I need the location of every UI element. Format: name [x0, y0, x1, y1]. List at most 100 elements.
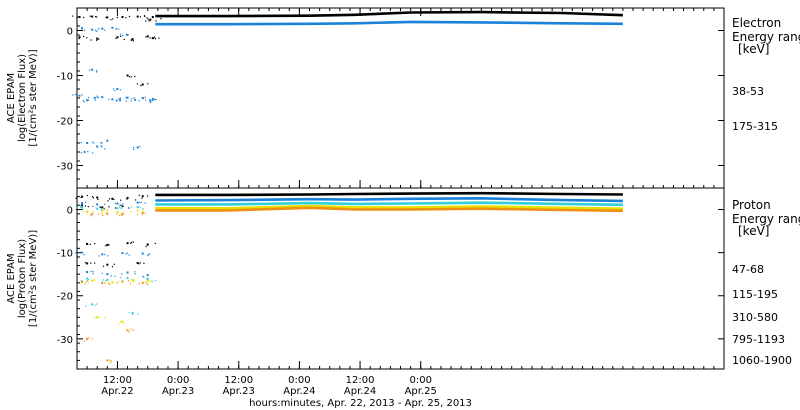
electron-point	[154, 99, 156, 101]
electron-point	[153, 36, 156, 38]
x-tick-date: Apr.24	[344, 386, 376, 397]
proton-point	[146, 244, 149, 246]
electron-point	[132, 40, 135, 42]
electron-point	[128, 76, 131, 78]
electron-point	[146, 17, 148, 19]
electron-point	[71, 15, 74, 17]
proton-point	[131, 279, 134, 282]
electron-point	[91, 15, 94, 18]
proton-point	[96, 303, 98, 305]
proton-point	[102, 214, 104, 217]
proton-point	[143, 276, 145, 278]
electron-point	[98, 28, 100, 30]
x-tick-date: Apr.22	[101, 386, 133, 397]
proton-point	[101, 282, 104, 285]
electron-point	[130, 76, 132, 78]
proton-point	[106, 243, 109, 246]
panel-electron: 0 -10 -20 -30 ACE EPAM log(Electron Flux) [1/(…	[6, 7, 725, 189]
proton-point	[101, 212, 103, 215]
electron-point	[144, 96, 146, 98]
electron-point	[82, 100, 84, 102]
proton-point	[141, 252, 144, 255]
proton-point	[94, 304, 96, 306]
proton-point	[108, 198, 111, 200]
proton-point	[109, 283, 111, 286]
proton-point	[126, 196, 129, 199]
proton-point	[80, 204, 82, 206]
proton-series-310-580	[75, 201, 623, 315]
electron-ylabel-line: ACE EPAM	[6, 73, 17, 123]
proton-point	[142, 210, 144, 212]
proton-point	[81, 251, 84, 254]
electron-point	[158, 37, 160, 39]
proton-point	[99, 206, 102, 208]
proton-point	[122, 211, 124, 213]
proton-point	[146, 282, 148, 284]
electron-point	[100, 145, 102, 147]
electron-point	[134, 98, 137, 101]
proton-point	[116, 211, 119, 214]
electron-point	[149, 99, 151, 101]
proton-point	[147, 253, 149, 255]
proton-point	[101, 281, 103, 283]
electron-point	[146, 35, 149, 38]
proton-point	[119, 206, 121, 208]
electron-point	[132, 148, 135, 151]
electron-point	[96, 70, 98, 72]
x-tick-time: 12:00	[346, 375, 375, 386]
x-tick-time: 0:00	[409, 375, 431, 386]
proton-point	[110, 275, 112, 277]
electron-series-175-315	[72, 20, 623, 154]
proton-point	[131, 313, 134, 315]
electron-point	[110, 19, 112, 21]
proton-point	[136, 205, 139, 208]
electron-point	[160, 18, 162, 20]
proton-point	[75, 206, 78, 209]
proton-point	[86, 194, 88, 197]
proton-series-47-68	[75, 191, 623, 268]
x-tick-time: 12:00	[103, 375, 132, 386]
proton-point	[141, 195, 144, 198]
electron-point	[98, 38, 100, 40]
proton-point	[84, 340, 86, 342]
electron-point	[140, 84, 142, 87]
proton-point	[91, 303, 94, 306]
electron-point	[153, 98, 155, 101]
electron-point	[76, 26, 78, 28]
proton-point	[87, 206, 89, 208]
proton-point	[83, 254, 85, 256]
proton-point	[130, 328, 132, 330]
proton-point	[92, 205, 94, 207]
electron-point	[131, 39, 133, 42]
electron-point	[142, 98, 144, 100]
electron-point	[89, 69, 91, 71]
electron-point	[96, 96, 98, 98]
proton-point	[140, 201, 142, 204]
electron-point	[94, 16, 97, 18]
proton-point	[110, 361, 112, 364]
proton-point	[144, 212, 146, 214]
electron-point	[155, 20, 157, 22]
proton-point	[121, 280, 124, 283]
proton-point	[142, 275, 144, 277]
proton-point	[132, 241, 134, 243]
electron-point	[112, 18, 114, 20]
proton-point	[80, 279, 82, 282]
proton-point	[135, 199, 137, 201]
legend-title: Electron	[732, 16, 781, 30]
proton-point	[113, 198, 115, 201]
electron-point	[97, 97, 99, 99]
electron-point	[151, 97, 154, 100]
proton-point	[85, 280, 88, 283]
electron-point	[147, 18, 149, 20]
proton-point	[131, 241, 133, 244]
proton-point	[107, 209, 109, 211]
proton-point	[122, 213, 125, 215]
electron-point	[136, 146, 139, 149]
proton-point	[77, 204, 79, 206]
proton-point	[120, 212, 122, 214]
proton-point	[128, 254, 130, 256]
